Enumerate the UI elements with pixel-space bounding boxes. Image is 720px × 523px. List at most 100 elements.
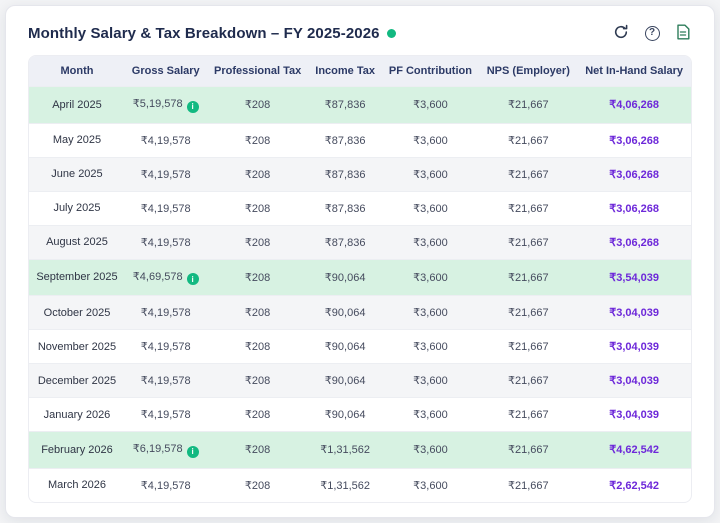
table-row: September 2025 ₹4,69,578 i ₹208 ₹90,064 ₹3,60… <box>29 258 691 296</box>
income-tax-cell-value: ₹87,836 <box>324 236 366 249</box>
pf-contribution-cell-value: ₹3,600 <box>413 271 448 284</box>
professional-tax-cell: ₹208 <box>206 156 309 191</box>
professional-tax-cell-value: ₹208 <box>244 375 271 387</box>
professional-tax-cell-value: ₹208 <box>244 271 271 284</box>
nps-employer-cell: ₹21,667 <box>479 258 578 296</box>
table-row: August 2025 ₹4,19,578 ₹208 ₹87,836 ₹3,600 ₹21… <box>29 224 691 259</box>
gross-salary-cell-value: ₹4,19,578 <box>140 479 191 492</box>
document-button[interactable] <box>674 24 692 42</box>
help-button[interactable]: ? <box>643 24 661 42</box>
income-tax-cell: ₹87,836 <box>308 156 382 191</box>
month-cell-value: September 2025 <box>36 271 118 284</box>
professional-tax-cell: ₹208 <box>206 295 309 329</box>
pf-contribution-cell: ₹3,600 <box>381 86 480 123</box>
net-cell-value: ₹4,06,268 <box>609 99 660 112</box>
income-tax-cell: ₹90,064 <box>308 329 382 363</box>
nps-employer-cell-value: ₹21,667 <box>507 99 549 112</box>
net-cell: ₹3,04,039 <box>577 363 691 397</box>
gross-salary-cell: ₹4,19,578 <box>124 397 207 431</box>
nps-employer-cell-value: ₹21,667 <box>507 444 549 457</box>
month-cell: April 2025 <box>29 86 125 123</box>
pf-contribution-cell: ₹3,600 <box>381 431 480 468</box>
income-tax-cell: ₹1,31,562 <box>308 467 382 502</box>
income-tax-cell-value: ₹90,064 <box>324 307 366 319</box>
net-cell-value: ₹4,62,542 <box>609 444 660 457</box>
month-cell-value: May 2025 <box>52 134 102 146</box>
month-cell: June 2025 <box>29 156 125 191</box>
nps-employer-cell: ₹21,667 <box>479 190 578 225</box>
income-tax-cell: ₹90,064 <box>308 397 382 431</box>
net-cell-value: ₹3,04,039 <box>609 409 660 421</box>
nps-employer-cell-value: ₹21,667 <box>507 375 549 387</box>
gross-salary-cell: ₹4,19,578 <box>124 329 207 363</box>
net-cell-value: ₹3,54,039 <box>609 271 660 284</box>
income-tax-cell-value: ₹1,31,562 <box>320 444 371 457</box>
table-row: December 2025 ₹4,19,578 ₹208 ₹90,064 ₹3,600 ₹… <box>29 363 691 397</box>
net-cell: ₹3,04,039 <box>577 295 691 329</box>
income-tax-cell: ₹87,836 <box>308 224 382 259</box>
table-row: February 2026 ₹6,19,578 i ₹208 ₹1,31,562 ₹3,6… <box>29 431 691 468</box>
gross-salary-cell: ₹4,19,578 <box>124 122 207 157</box>
pf-contribution-cell-value: ₹3,600 <box>413 202 448 215</box>
nps-employer-cell: ₹21,667 <box>479 156 578 191</box>
month-cell: December 2025 <box>29 363 125 397</box>
professional-tax-cell: ₹208 <box>206 467 309 502</box>
nps-employer-cell-value: ₹21,667 <box>507 134 549 147</box>
info-icon[interactable]: i <box>186 445 199 458</box>
nps-employer-cell: ₹21,667 <box>479 224 578 259</box>
pf-contribution-cell: ₹3,600 <box>381 224 480 259</box>
month-cell: January 2026 <box>29 397 125 431</box>
month-cell-value: February 2026 <box>41 443 113 456</box>
net-cell: ₹3,04,039 <box>577 329 691 363</box>
gross-salary-cell-value: ₹4,19,578 <box>140 375 191 387</box>
professional-tax-cell-value: ₹208 <box>244 99 271 112</box>
month-cell-value: March 2026 <box>47 479 107 491</box>
info-icon[interactable]: i <box>186 273 199 285</box>
income-tax-cell-value: ₹87,836 <box>324 99 366 112</box>
month-cell: July 2025 <box>29 190 125 225</box>
income-tax-cell-value: ₹87,836 <box>324 202 366 215</box>
nps-employer-cell-value: ₹21,667 <box>507 307 549 319</box>
nps-employer-cell: ₹21,667 <box>479 86 578 123</box>
pf-contribution-cell-value: ₹3,600 <box>413 409 448 421</box>
professional-tax-cell: ₹208 <box>206 190 309 225</box>
pf-contribution-cell-value: ₹3,600 <box>413 307 448 319</box>
pf-contribution-cell: ₹3,600 <box>381 467 480 502</box>
pf-contribution-cell: ₹3,600 <box>381 190 480 225</box>
salary-table-body: April 2025 ₹5,19,578 i ₹208 ₹87,836 ₹3,600 ₹21… <box>29 86 691 502</box>
net-cell: ₹3,06,268 <box>577 156 691 191</box>
table-row: January 2026 ₹4,19,578 ₹208 ₹90,064 ₹3,600 ₹2… <box>29 397 691 431</box>
gross-salary-cell-value: ₹4,19,578 <box>140 134 191 147</box>
nps-employer-cell: ₹21,667 <box>479 431 578 468</box>
refresh-button[interactable] <box>612 24 630 42</box>
professional-tax-cell: ₹208 <box>206 86 309 123</box>
table-row: June 2025 ₹4,19,578 ₹208 ₹87,836 ₹3,600 ₹21,6… <box>29 156 691 191</box>
nps-employer-cell: ₹21,667 <box>479 329 578 363</box>
net-cell-value: ₹2,62,542 <box>609 479 660 492</box>
income-tax-cell: ₹90,064 <box>308 258 382 296</box>
gross-salary-cell-value: ₹4,19,578 <box>140 168 191 181</box>
income-tax-cell-value: ₹87,836 <box>324 134 366 147</box>
net-cell: ₹4,62,542 <box>577 431 691 468</box>
professional-tax-cell-value: ₹208 <box>244 168 271 181</box>
professional-tax-cell-value: ₹208 <box>244 134 271 147</box>
income-tax-cell: ₹87,836 <box>308 190 382 225</box>
info-icon[interactable]: i <box>186 100 199 113</box>
gross-salary-cell: ₹4,69,578 i <box>124 258 207 296</box>
nps-employer-cell-value: ₹21,667 <box>507 202 549 215</box>
column-header-3: Income Tax <box>308 56 382 86</box>
gross-salary-cell-value: ₹4,19,578 <box>140 341 191 353</box>
income-tax-cell: ₹90,064 <box>308 363 382 397</box>
income-tax-cell-value: ₹90,064 <box>324 341 366 353</box>
income-tax-cell: ₹1,31,562 <box>308 431 382 468</box>
pf-contribution-cell: ₹3,600 <box>381 329 480 363</box>
net-cell-value: ₹3,06,268 <box>609 168 660 181</box>
nps-employer-cell-value: ₹21,667 <box>507 341 549 353</box>
gross-salary-cell: ₹4,19,578 <box>124 363 207 397</box>
pf-contribution-cell: ₹3,600 <box>381 295 480 329</box>
title-wrap: Monthly Salary & Tax Breakdown – FY 2025… <box>28 25 396 42</box>
gross-salary-cell-value: ₹4,19,578 <box>140 307 191 319</box>
pf-contribution-cell-value: ₹3,600 <box>413 341 448 353</box>
pf-contribution-cell-value: ₹3,600 <box>413 134 448 147</box>
pf-contribution-cell: ₹3,600 <box>381 363 480 397</box>
